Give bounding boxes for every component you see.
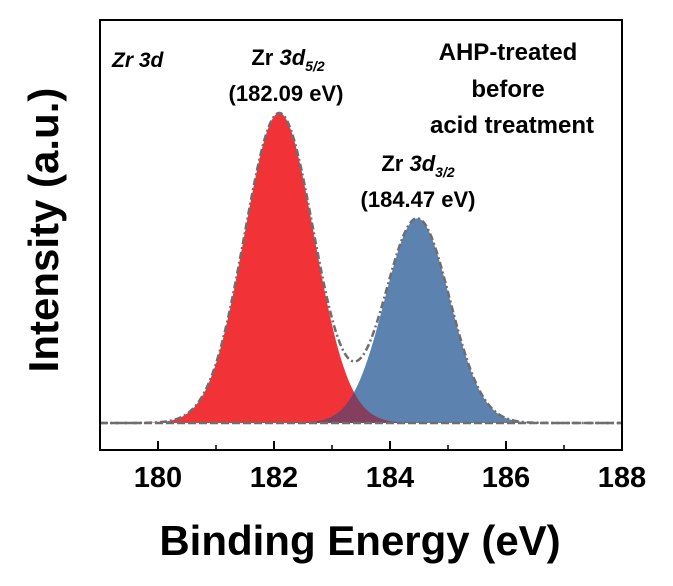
x-axis-ticks — [99, 441, 623, 450]
peak1-label-orbital: 3d — [279, 45, 305, 70]
x-tick-label: 186 — [482, 462, 530, 494]
x-tick-label: 188 — [598, 462, 646, 494]
peak-area-2 — [100, 218, 622, 423]
x-tick-label: 184 — [366, 462, 414, 494]
peak2-value: (184.47 eV) — [361, 187, 476, 212]
x-tick-label: 182 — [250, 462, 298, 494]
peak1-label-sub: 5/2 — [305, 58, 325, 74]
sample-label-line2: before — [471, 76, 544, 103]
sample-label-line1: AHP-treated — [439, 39, 578, 66]
element-label: Zr 3d — [111, 49, 165, 72]
peak1-value: (182.09 eV) — [229, 81, 344, 106]
y-axis-title: Intensity (a.u.) — [20, 88, 67, 373]
peak-areas — [100, 113, 622, 424]
element-label-orbital: 3d — [139, 49, 165, 72]
peak-area-1 — [100, 113, 622, 424]
fit-lines — [100, 111, 622, 425]
peak-overlap-area — [100, 392, 622, 423]
element-label-prefix: Zr — [111, 49, 139, 72]
peak2-label-sub: 3/2 — [435, 164, 455, 180]
peak2-label-prefix: Zr — [381, 151, 409, 176]
x-axis-title: Binding Energy (eV) — [159, 517, 560, 564]
peak1-label-prefix: Zr — [251, 45, 279, 70]
sample-label-line3: acid treatment — [430, 112, 594, 139]
peak2-label: Zr 3d3/2 — [381, 151, 454, 180]
envelope-line — [100, 111, 622, 425]
plot-frame — [99, 19, 623, 451]
peak2-label-orbital: 3d — [409, 151, 435, 176]
x-axis-tick-labels: 180 182 184 186 188 — [134, 462, 646, 494]
x-tick-label: 180 — [134, 462, 182, 494]
peak1-label: Zr 3d5/2 — [251, 45, 324, 74]
